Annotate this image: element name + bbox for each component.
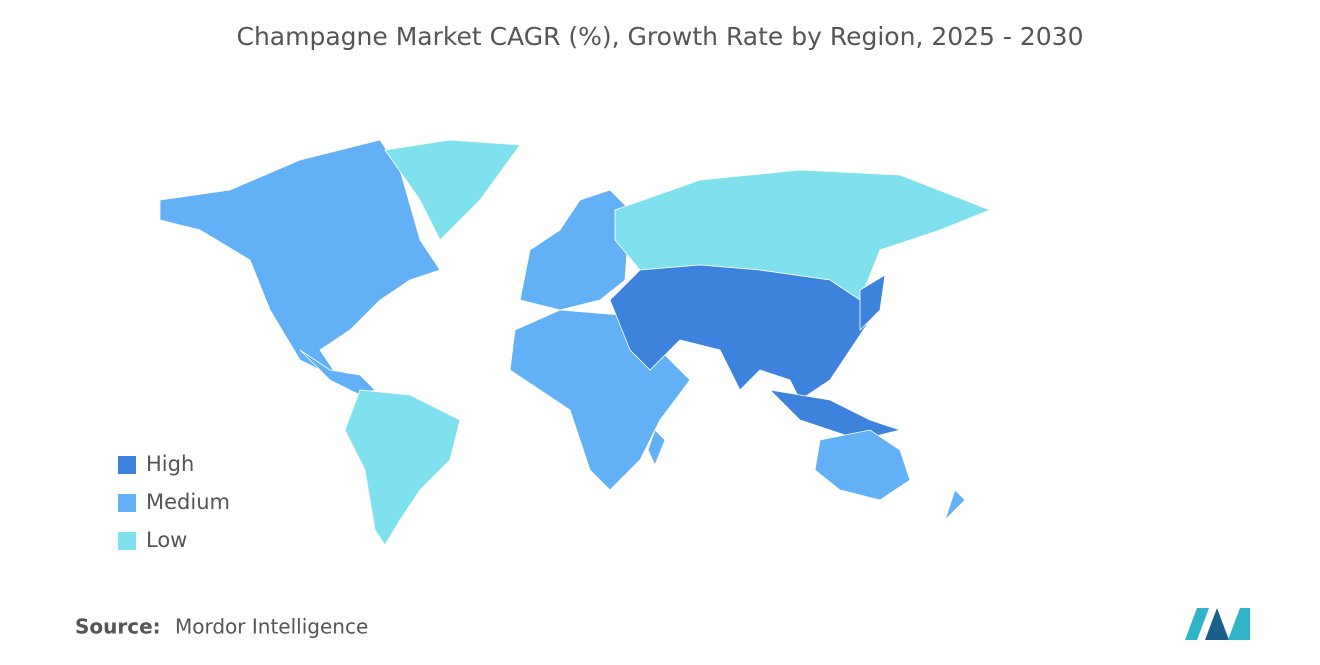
asia-middle-east: [609, 264, 871, 401]
south-america: [344, 389, 461, 546]
north-america: [159, 139, 441, 382]
legend-label: Medium: [146, 490, 230, 514]
world-map: [159, 139, 992, 546]
europe: [519, 189, 631, 311]
source-text: Mordor Intelligence: [175, 615, 368, 639]
southeast-asia: [768, 389, 902, 441]
central-america: [299, 349, 376, 396]
madagascar: [647, 429, 666, 467]
title: Champagne Market CAGR (%), Growth Rate b…: [236, 22, 1083, 51]
japan: [859, 274, 886, 331]
greenland: [384, 139, 521, 241]
new-zealand: [944, 489, 966, 521]
legend: High Medium Low: [118, 452, 230, 552]
source-label: Source:: [75, 615, 161, 639]
legend-swatch: [118, 532, 136, 550]
legend-swatch: [118, 456, 136, 474]
australia: [814, 429, 911, 501]
legend-label: Low: [146, 528, 187, 552]
logo: [1185, 608, 1250, 640]
legend-label: High: [146, 452, 194, 476]
legend-swatch: [118, 494, 136, 512]
